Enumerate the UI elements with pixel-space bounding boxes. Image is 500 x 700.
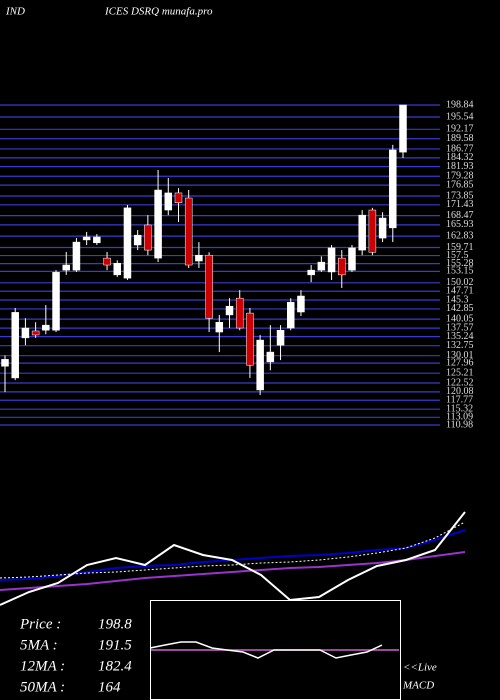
y-tick-label: 135.24 bbox=[446, 331, 474, 342]
y-tick-label: 157.5 bbox=[446, 250, 469, 261]
candle-body bbox=[103, 257, 111, 266]
candle-body bbox=[297, 295, 305, 313]
y-tick-label: 171.43 bbox=[446, 199, 474, 210]
y-tick-label: 153.15 bbox=[446, 266, 474, 277]
info-value: 182.4 bbox=[98, 658, 132, 674]
candle-body bbox=[327, 247, 336, 273]
y-tick-label: 176.85 bbox=[446, 179, 474, 190]
y-tick-label: 132.75 bbox=[446, 340, 474, 351]
info-label: 12MA : bbox=[20, 658, 65, 674]
live-label: <<Live bbox=[403, 662, 437, 674]
y-tick-label: 115.32 bbox=[446, 403, 473, 414]
info-label: 5MA : bbox=[20, 637, 58, 653]
candle-body bbox=[174, 192, 183, 204]
candle-body bbox=[154, 189, 162, 259]
y-tick-label: 125.21 bbox=[446, 367, 474, 378]
y-tick-label: 130.01 bbox=[446, 350, 474, 361]
indicator-line bbox=[0, 511, 466, 606]
candle-body bbox=[307, 269, 315, 276]
candle-body bbox=[225, 305, 234, 316]
y-tick-label: 117.77 bbox=[446, 395, 473, 406]
title-left: IND bbox=[5, 6, 25, 18]
info-label: 50MA : bbox=[20, 679, 65, 695]
y-tick-label: 113.09 bbox=[446, 412, 473, 423]
candle-body bbox=[205, 254, 213, 319]
candle-body bbox=[195, 254, 203, 262]
candle-body bbox=[52, 272, 60, 331]
candle-body bbox=[338, 257, 346, 276]
candle-body bbox=[235, 297, 244, 329]
candle-body bbox=[348, 247, 356, 271]
y-tick-label: 127.96 bbox=[446, 357, 474, 368]
y-tick-label: 137.57 bbox=[446, 322, 474, 333]
candle-body bbox=[215, 321, 224, 333]
indicator-line bbox=[0, 521, 466, 579]
y-tick-label: 192.17 bbox=[446, 124, 474, 135]
y-tick-label: 142.85 bbox=[446, 303, 474, 314]
info-value: 198.8 bbox=[98, 616, 132, 632]
candle-body bbox=[399, 104, 407, 153]
indicator-line bbox=[0, 551, 466, 591]
y-tick-label: 173.85 bbox=[446, 190, 474, 201]
info-value: 164 bbox=[98, 679, 121, 695]
candle-body bbox=[42, 324, 50, 331]
candle-body bbox=[62, 264, 70, 271]
candle-body bbox=[256, 339, 264, 391]
indicator-panel bbox=[0, 511, 466, 606]
y-tick-label: 189.58 bbox=[446, 133, 474, 144]
candle-body bbox=[317, 261, 326, 271]
title-right: ICES DSRQ munafa.pro bbox=[104, 6, 213, 18]
y-tick-label: 165.93 bbox=[446, 219, 474, 230]
indicator-label: MACD bbox=[402, 680, 434, 692]
y-tick-label: 168.47 bbox=[446, 210, 474, 221]
y-tick-label: 179.28 bbox=[446, 171, 474, 182]
info-label: Price : bbox=[19, 616, 61, 632]
candle-body bbox=[11, 312, 19, 379]
y-tick-label: 159.71 bbox=[446, 242, 474, 253]
candle-body bbox=[144, 224, 152, 251]
y-tick-label: 184.32 bbox=[446, 152, 474, 163]
y-tick-label: 110.98 bbox=[446, 419, 473, 430]
candle-body bbox=[31, 330, 40, 336]
y-tick-label: 147.71 bbox=[446, 286, 474, 297]
candle-body bbox=[266, 351, 275, 363]
candle-body bbox=[164, 192, 173, 211]
candle-body bbox=[358, 214, 366, 251]
candle-body bbox=[93, 236, 101, 244]
candle-body bbox=[286, 301, 295, 329]
candle-body bbox=[21, 327, 30, 339]
candle-body bbox=[276, 329, 285, 346]
candle-body bbox=[72, 241, 81, 271]
y-tick-label: 120.08 bbox=[446, 386, 474, 397]
candle-body bbox=[246, 312, 254, 366]
candle-body bbox=[389, 149, 397, 229]
y-tick-label: 198.84 bbox=[446, 99, 474, 110]
candle-body bbox=[82, 236, 91, 241]
info-value: 191.5 bbox=[98, 637, 132, 653]
info-panel: Price : 198.8 5MA : 191.5 12MA : 182.4 50MA : 1… bbox=[19, 616, 132, 695]
candle-body bbox=[378, 217, 387, 239]
y-tick-label: 140.05 bbox=[446, 313, 474, 324]
candle-body bbox=[184, 197, 193, 266]
y-tick-label: 122.52 bbox=[446, 377, 474, 388]
y-tick-label: 145.3 bbox=[446, 294, 469, 305]
y-tick-label: 155.28 bbox=[446, 258, 474, 269]
y-tick-label: 181.93 bbox=[446, 161, 474, 172]
y-tick-label: 150.02 bbox=[446, 277, 474, 288]
macd-line bbox=[149, 641, 383, 659]
candle-body bbox=[123, 207, 132, 279]
y-tick-label: 162.83 bbox=[446, 230, 474, 241]
candle-body bbox=[1, 359, 9, 367]
macd-panel bbox=[149, 641, 399, 659]
y-tick-label: 195.54 bbox=[446, 111, 474, 122]
candle-body bbox=[133, 234, 142, 246]
candle-body bbox=[113, 262, 122, 276]
y-tick-label: 186.77 bbox=[446, 143, 474, 154]
candle-body bbox=[368, 209, 377, 253]
